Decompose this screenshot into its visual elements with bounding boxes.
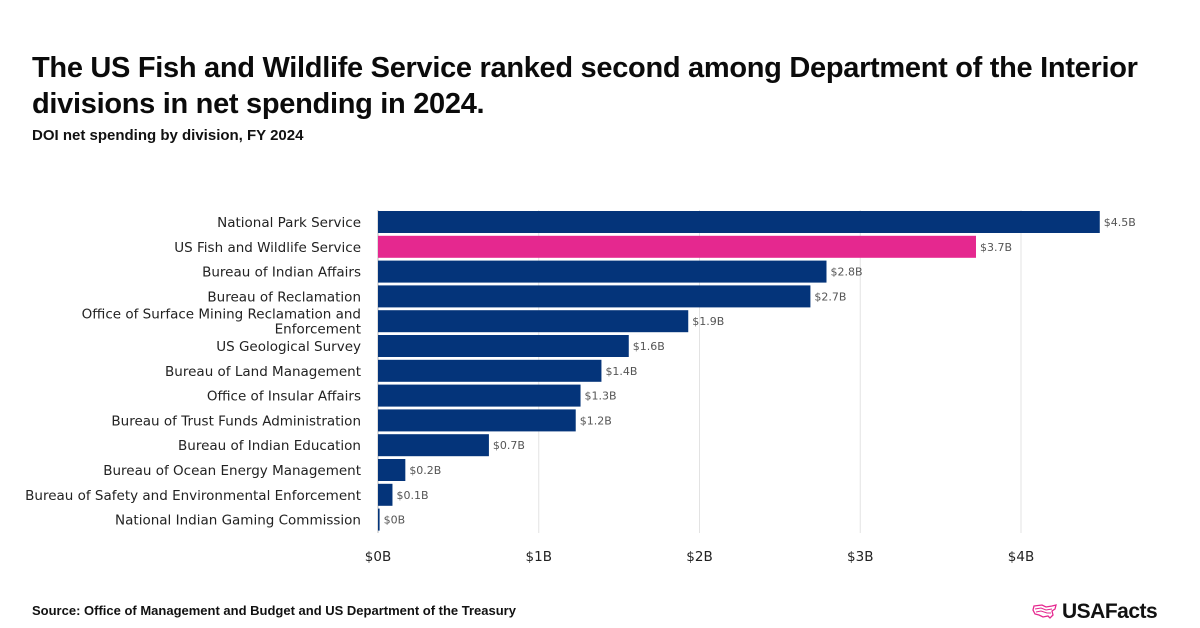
category-label: US Geological Survey — [216, 339, 361, 355]
category-label: National Park Service — [217, 215, 361, 231]
bar — [378, 483, 393, 506]
bar — [378, 335, 629, 357]
category-label: Bureau of Safety and Environmental Enfor… — [25, 488, 361, 504]
bar — [378, 359, 602, 382]
bar — [378, 211, 1100, 233]
x-tick-label: $2B — [686, 549, 712, 565]
x-tick-label: $3B — [847, 549, 873, 565]
data-label: $4.5B — [1104, 216, 1136, 229]
category-label: Bureau of Land Management — [165, 364, 361, 380]
data-label: $1.9B — [692, 315, 724, 328]
data-label: $1.2B — [580, 414, 612, 427]
x-tick-label: $1B — [526, 549, 552, 565]
bar — [378, 508, 380, 531]
bar — [378, 459, 406, 481]
category-label: Bureau of Ocean Energy Management — [103, 463, 361, 479]
bar — [378, 310, 689, 333]
chart-subtitle: DOI net spending by division, FY 2024 — [32, 127, 304, 144]
category-label: National Indian Gaming Commission — [115, 513, 361, 529]
data-label: $3.7B — [980, 241, 1012, 254]
data-label: $2.8B — [830, 266, 862, 279]
data-label: $0B — [384, 514, 406, 527]
bar — [378, 384, 581, 407]
bar — [378, 409, 576, 432]
bar — [378, 260, 827, 283]
bar — [378, 285, 811, 308]
bar — [378, 434, 489, 457]
data-label: $1.6B — [633, 340, 665, 353]
category-label: Bureau of Reclamation — [207, 289, 361, 305]
category-label: Bureau of Indian Affairs — [202, 265, 361, 281]
x-tick-label: $4B — [1008, 549, 1034, 565]
category-label: Bureau of Trust Funds Administration — [111, 413, 361, 429]
data-label: $2.7B — [814, 290, 846, 303]
us-map-outline-icon — [1032, 604, 1057, 619]
category-label: Office of Surface Mining Reclamation and… — [82, 307, 361, 338]
bar — [378, 235, 976, 258]
data-label: $0.1B — [396, 489, 428, 502]
data-label: $0.2B — [409, 464, 441, 477]
category-label: US Fish and Wildlife Service — [174, 240, 361, 256]
usafacts-logo[interactable]: USAFacts — [1032, 600, 1158, 624]
data-label: $0.7B — [493, 439, 525, 452]
source-note: Source: Office of Management and Budget … — [32, 603, 516, 618]
category-label: Bureau of Indian Education — [178, 438, 361, 454]
logo-text: USAFacts — [1062, 600, 1158, 623]
data-label: $1.3B — [585, 390, 617, 403]
category-label: Office of Insular Affairs — [207, 389, 361, 405]
x-tick-label: $0B — [365, 549, 391, 565]
chart-title: The US Fish and Wildlife Service ranked … — [32, 52, 1138, 120]
data-label: $1.4B — [605, 365, 637, 378]
